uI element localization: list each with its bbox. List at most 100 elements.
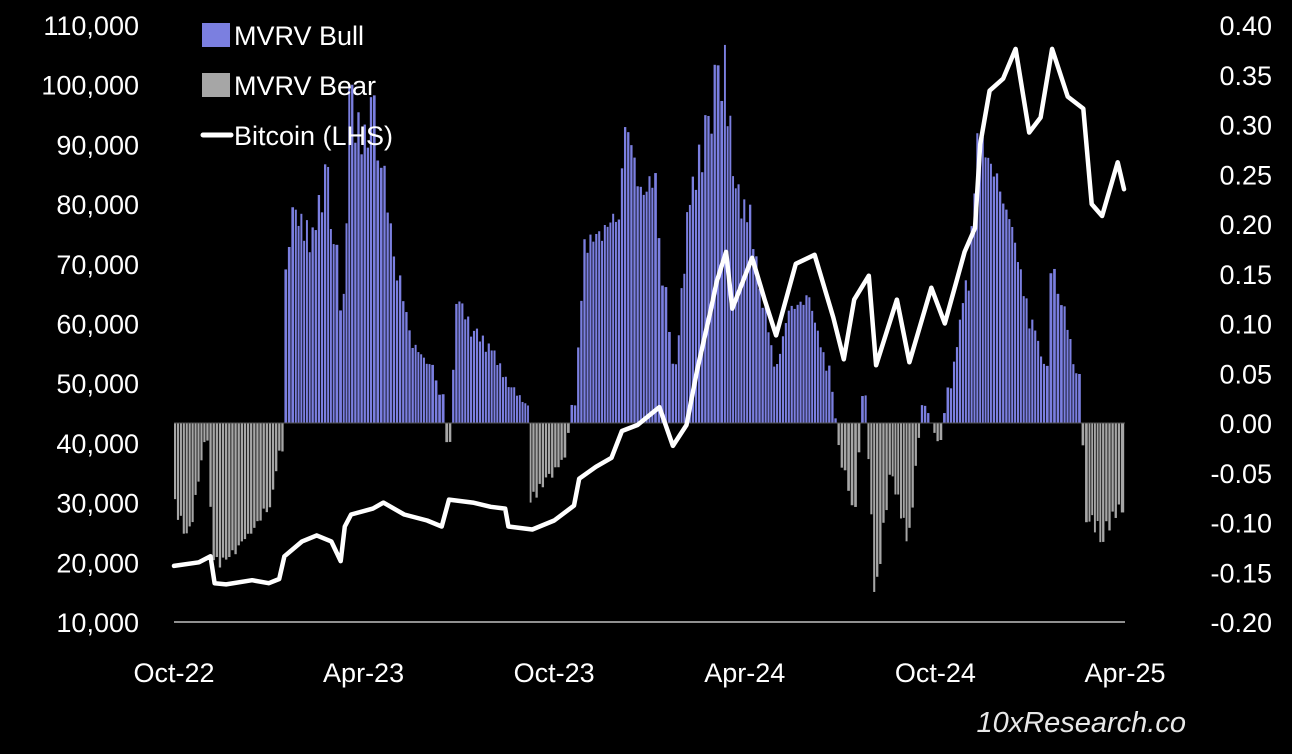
mvrv-bar-segment — [206, 423, 209, 441]
mvrv-bar — [790, 295, 808, 423]
mvrv-bar — [1053, 268, 1063, 423]
mvrv-bar-segment — [563, 423, 567, 458]
mvrv-bar-segment — [532, 423, 535, 492]
mvrv-bar-segment — [513, 387, 516, 423]
x-tick-label: Oct-22 — [133, 658, 214, 688]
mvrv-bar-segment — [990, 163, 992, 423]
mvrv-bar-segment — [335, 244, 339, 423]
mvrv-bar — [215, 423, 231, 568]
mvrv-bar-segment — [601, 240, 604, 423]
mvrv-bar-segment — [888, 423, 891, 475]
mvrv-bar-segment — [784, 323, 787, 423]
legend-label-bitcoin: Bitcoin (LHS) — [234, 121, 393, 151]
mvrv-bar-segment — [441, 394, 445, 423]
y-left-tick-label: 90,000 — [56, 130, 139, 160]
mvrv-bar-segment — [218, 423, 222, 568]
mvrv-bar-segment — [1019, 269, 1022, 423]
mvrv-bar-segment — [654, 173, 657, 423]
mvrv-bar-segment — [405, 312, 408, 423]
mvrv-bar-segment — [967, 290, 970, 423]
mvrv-bar — [864, 395, 876, 592]
y-right-tick-label: 0.40 — [1219, 11, 1272, 41]
mvrv-bar-segment — [668, 331, 671, 423]
y-right-tick-label: 0.25 — [1219, 160, 1272, 190]
mvrv-bar-segment — [470, 336, 473, 423]
mvrv-bar-segment — [586, 252, 589, 423]
mvrv-bar-segment — [408, 330, 411, 423]
mvrv-bar-segment — [1102, 423, 1105, 542]
mvrv-bar-segment — [737, 184, 740, 423]
mvrv-bar-segment — [191, 423, 194, 523]
mvrv-bar — [627, 132, 642, 423]
mvrv-bar-segment — [348, 84, 351, 423]
mvrv-bar-segment — [1011, 226, 1014, 423]
mvrv-bar-segment — [1114, 423, 1117, 518]
mvrv-bar-segment — [1108, 423, 1111, 531]
mvrv-bar-segment — [828, 365, 831, 423]
mvrv-bar-segment — [984, 157, 987, 424]
mvrv-bar-segment — [194, 423, 197, 495]
mvrv-bar-segment — [793, 308, 796, 423]
mvrv-bar-segment — [1025, 298, 1028, 423]
mvrv-bar — [1078, 373, 1088, 523]
mvrv-bar — [414, 344, 431, 423]
mvrv-bar-segment — [185, 423, 188, 534]
y-right-tick-label: 0.00 — [1219, 409, 1272, 439]
mvrv-bar — [737, 184, 749, 423]
mvrv-bar-segment — [716, 65, 720, 424]
mvrv-bar — [876, 423, 891, 577]
mvrv-bar-segment — [452, 369, 455, 423]
mvrv-bar-segment — [778, 353, 782, 423]
mvrv-bar-segment — [688, 204, 691, 423]
mvrv-bar — [206, 423, 215, 561]
mvrv-bar-segment — [360, 154, 363, 423]
legend-label-mvrv-bull: MVRV Bull — [234, 21, 364, 51]
mvrv-bar-segment — [1022, 296, 1025, 423]
mvrv-bar-segment — [237, 423, 240, 546]
mvrv-bar-segment — [592, 241, 595, 423]
mvrv-bar-segment — [743, 199, 746, 423]
mvrv-bar — [311, 164, 327, 424]
x-axis: Oct-22 Apr-23 Oct-23 Apr-24 Oct-24 Apr-25 — [133, 658, 1165, 688]
mvrv-bar-segment — [215, 423, 218, 558]
y-left-tick-label: 20,000 — [56, 548, 139, 578]
mvrv-bar — [939, 387, 950, 441]
mvrv-bar — [950, 280, 967, 423]
mvrv-bar-segment — [677, 335, 680, 423]
mvrv-bar — [294, 209, 311, 423]
mvrv-bar — [441, 394, 449, 443]
mvrv-bar-segment — [697, 144, 701, 423]
mvrv-bar-segment — [686, 212, 689, 423]
mvrv-bar-segment — [843, 423, 847, 471]
mvrv-bar-segment — [305, 220, 308, 423]
mvrv-bar — [510, 387, 527, 423]
mvrv-bar-segment — [228, 423, 231, 558]
mvrv-bar-segment — [551, 423, 554, 478]
legend-item-bitcoin: Bitcoin (LHS) — [200, 121, 393, 151]
mvrv-bar-segment — [825, 370, 828, 423]
mvrv-bar-segment — [704, 115, 707, 424]
mvrv-bar-segment — [515, 395, 518, 423]
mvrv-bar-segment — [834, 418, 837, 423]
mvrv-bar-segment — [570, 404, 574, 423]
mvrv-bar-segment — [761, 307, 764, 423]
mvrv-bar — [363, 97, 373, 423]
mvrv-bar-segment — [501, 377, 504, 423]
mvrv-bar-segment — [914, 423, 917, 466]
mvrv-bar — [642, 176, 654, 423]
mvrv-bar-segment — [518, 395, 521, 423]
mvrv-bar-segment — [1037, 340, 1040, 423]
mvrv-bar — [327, 166, 335, 423]
mvrv-bar-segment — [1085, 423, 1088, 523]
mvrv-bar-segment — [758, 288, 761, 423]
legend-label-mvrv-bear: MVRV Bear — [234, 71, 376, 101]
mvrv-bar-segment — [861, 396, 864, 423]
mvrv-bar-segment — [609, 222, 612, 423]
mvrv-bar-segment — [250, 423, 253, 534]
mvrv-bar-segment — [923, 405, 927, 423]
mvrv-bar-segment — [354, 142, 357, 423]
mvrv-bar-segment — [961, 303, 964, 423]
mvrv-bar-segment — [240, 423, 243, 542]
mvrv-bar-segment — [617, 219, 621, 423]
mvrv-bar-segment — [694, 189, 698, 423]
